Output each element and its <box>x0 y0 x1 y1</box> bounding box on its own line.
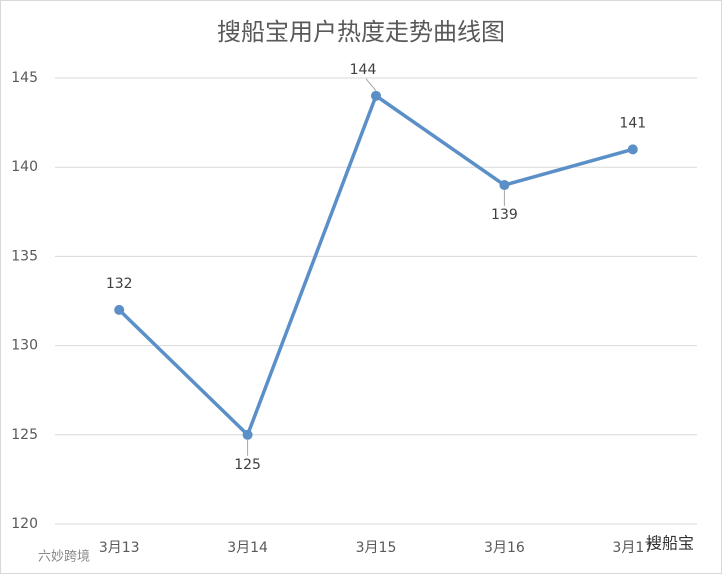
data-label: 139 <box>491 207 518 223</box>
x-tick-label: 3月15 <box>356 540 397 556</box>
x-tick-label: 3月16 <box>484 540 525 556</box>
watermark: 搜船宝 <box>646 534 694 553</box>
data-label: 125 <box>234 457 261 473</box>
x-tick-label: 3月14 <box>227 540 268 556</box>
data-point <box>499 180 510 191</box>
data-label: 132 <box>106 276 133 292</box>
leader-line <box>365 78 377 92</box>
x-tick-label: 3月13 <box>99 540 140 556</box>
watermark: 六妙跨境 <box>38 550 90 565</box>
data-point <box>114 304 125 315</box>
x-tick-label: 3月17 <box>612 540 653 556</box>
data-label: 141 <box>619 115 646 131</box>
chart-title: 搜船宝用户热度走势曲线图 <box>217 18 505 46</box>
data-point <box>242 429 253 440</box>
y-tick-label: 130 <box>11 338 38 354</box>
data-point <box>627 144 638 155</box>
y-tick-label: 140 <box>11 159 38 175</box>
data-point <box>371 90 381 101</box>
data-label: 144 <box>350 62 377 78</box>
y-tick-label: 135 <box>11 248 38 264</box>
y-tick-label: 125 <box>11 427 38 443</box>
y-tick-label: 145 <box>11 70 38 86</box>
y-tick-label: 120 <box>11 516 38 532</box>
